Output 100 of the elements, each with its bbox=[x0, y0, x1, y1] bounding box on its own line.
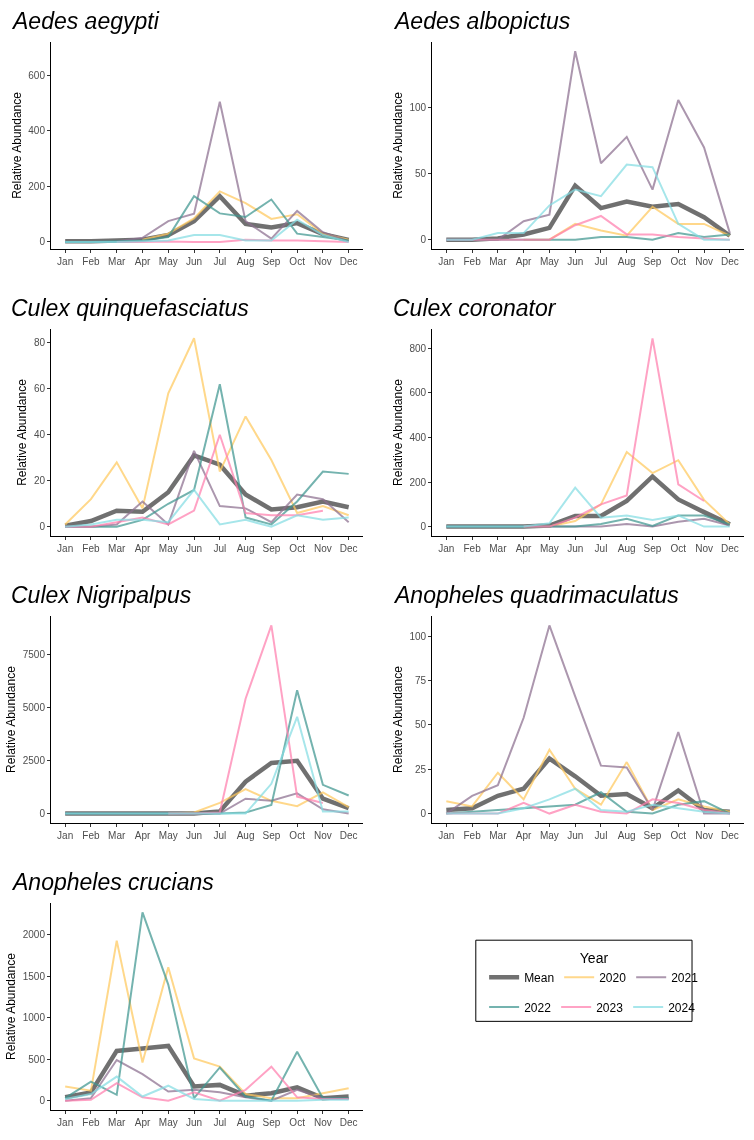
x-tick-label: Jun bbox=[185, 829, 203, 841]
x-tick-label: Feb bbox=[463, 255, 482, 267]
x-tick-label: Nov bbox=[314, 829, 332, 841]
x-tick-label: Dec bbox=[339, 255, 358, 267]
x-tick-label: Dec bbox=[720, 255, 739, 267]
chart-title: Aedes aegypti bbox=[11, 8, 160, 34]
chart-title: Anopheles quadrimaculatus bbox=[393, 582, 680, 608]
x-tick-label: Jun bbox=[185, 1117, 203, 1128]
y-axis-title: Relative Abundance bbox=[390, 91, 405, 199]
y-tick-label: 40 bbox=[33, 429, 46, 441]
x-tick-label: Sep bbox=[643, 829, 662, 841]
y-axis-title: Relative Abundance bbox=[4, 952, 19, 1060]
chart-title: Aedes albopictus bbox=[393, 8, 571, 34]
y-tick-label: 200 bbox=[28, 180, 46, 192]
x-tick-label: Oct bbox=[670, 829, 687, 841]
x-tick-label: Mar bbox=[108, 1117, 126, 1128]
x-tick-label: Jan bbox=[438, 829, 455, 841]
y-tick-label: 1500 bbox=[22, 970, 46, 982]
y-tick-label: 0 bbox=[39, 236, 46, 248]
x-tick-label: Jun bbox=[567, 542, 584, 554]
x-tick-label: May bbox=[158, 829, 178, 841]
y-tick-label: 100 bbox=[409, 102, 427, 114]
x-tick-label: Jan bbox=[438, 255, 455, 267]
x-tick-label: Feb bbox=[82, 829, 100, 841]
legend-label: 2021 bbox=[671, 970, 699, 985]
x-tick-label: Jan bbox=[57, 1117, 74, 1128]
x-tick-label: May bbox=[539, 255, 559, 267]
x-tick-label: Mar bbox=[489, 542, 508, 554]
x-tick-label: Oct bbox=[289, 829, 306, 841]
x-tick-label: Aug bbox=[236, 255, 255, 267]
x-tick-label: Feb bbox=[463, 829, 482, 841]
legend-label: 2020 bbox=[599, 970, 627, 985]
y-tick-label: 1000 bbox=[22, 1012, 46, 1024]
x-tick-label: Feb bbox=[82, 1117, 100, 1128]
x-tick-label: Dec bbox=[720, 829, 739, 841]
x-tick-label: May bbox=[158, 1117, 178, 1128]
x-tick-label: May bbox=[539, 829, 559, 841]
x-tick-label: Aug bbox=[617, 542, 636, 554]
legend-label: 2022 bbox=[524, 1000, 552, 1015]
x-tick-label: Feb bbox=[82, 542, 100, 554]
x-tick-label: Jun bbox=[567, 255, 584, 267]
x-tick-label: Sep bbox=[262, 829, 281, 841]
y-tick-label: 50 bbox=[415, 168, 427, 180]
chart-title: Culex quinquefasciatus bbox=[11, 295, 250, 321]
x-tick-label: Jul bbox=[213, 542, 227, 554]
x-tick-label: Jan bbox=[438, 542, 455, 554]
x-tick-label: Feb bbox=[82, 255, 100, 267]
x-tick-label: Feb bbox=[463, 542, 482, 554]
x-tick-label: May bbox=[158, 542, 178, 554]
x-tick-label: Apr bbox=[134, 542, 151, 554]
x-tick-label: Oct bbox=[289, 542, 306, 554]
y-axis-title: Relative Abundance bbox=[4, 665, 19, 773]
x-tick-label: Jun bbox=[185, 542, 203, 554]
x-tick-label: Oct bbox=[289, 255, 306, 267]
x-tick-label: Jun bbox=[567, 829, 584, 841]
x-tick-label: Jul bbox=[213, 829, 227, 841]
chart-title: Culex Nigripalpus bbox=[11, 582, 192, 608]
x-tick-label: Jul bbox=[213, 255, 227, 267]
x-tick-label: Oct bbox=[289, 1117, 306, 1128]
x-tick-label: Aug bbox=[617, 829, 636, 841]
x-tick-label: Mar bbox=[108, 542, 126, 554]
x-tick-label: Oct bbox=[670, 542, 687, 554]
x-tick-label: Oct bbox=[670, 255, 687, 267]
x-tick-label: Sep bbox=[643, 255, 662, 267]
x-tick-label: Apr bbox=[515, 542, 533, 554]
y-tick-label: 25 bbox=[415, 763, 427, 775]
y-tick-label: 600 bbox=[28, 69, 46, 81]
x-tick-label: Aug bbox=[617, 255, 636, 267]
y-tick-label: 400 bbox=[409, 431, 427, 443]
x-tick-label: Sep bbox=[262, 1117, 281, 1128]
x-tick-label: Aug bbox=[236, 542, 255, 554]
y-tick-label: 0 bbox=[420, 808, 427, 820]
y-tick-label: 400 bbox=[28, 125, 46, 137]
y-tick-label: 500 bbox=[28, 1053, 46, 1065]
x-tick-label: Sep bbox=[262, 255, 281, 267]
x-tick-label: Apr bbox=[134, 829, 151, 841]
x-tick-label: Apr bbox=[515, 255, 533, 267]
x-tick-label: Dec bbox=[720, 542, 739, 554]
chart-title: Anopheles crucians bbox=[11, 869, 215, 895]
y-tick-label: 0 bbox=[39, 521, 46, 533]
x-tick-label: Sep bbox=[643, 542, 662, 554]
y-tick-label: 5000 bbox=[22, 701, 46, 713]
y-tick-label: 800 bbox=[409, 342, 427, 354]
y-tick-label: 600 bbox=[409, 387, 427, 399]
x-tick-label: Apr bbox=[134, 1117, 151, 1128]
x-tick-label: May bbox=[539, 542, 559, 554]
y-tick-label: 0 bbox=[420, 521, 427, 533]
chart-title: Culex coronator bbox=[393, 295, 557, 321]
y-tick-label: 100 bbox=[409, 630, 427, 642]
x-tick-label: Jan bbox=[57, 255, 74, 267]
y-tick-label: 0 bbox=[39, 1095, 46, 1107]
x-tick-label: Jun bbox=[185, 255, 203, 267]
y-tick-label: 2500 bbox=[22, 754, 46, 766]
x-tick-label: Mar bbox=[489, 255, 508, 267]
x-tick-label: Dec bbox=[339, 829, 358, 841]
x-tick-label: Sep bbox=[262, 542, 281, 554]
y-tick-label: 20 bbox=[33, 475, 46, 487]
y-axis-title: Relative Abundance bbox=[390, 378, 405, 486]
y-tick-label: 2000 bbox=[22, 929, 46, 941]
y-tick-label: 0 bbox=[39, 808, 46, 820]
